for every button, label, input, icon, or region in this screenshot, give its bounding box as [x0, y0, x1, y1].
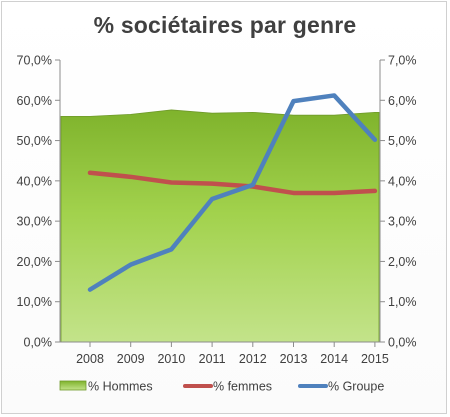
y-right-tick-label: 0,0% [388, 336, 417, 350]
y-right-tick-label: 1,0% [388, 295, 417, 309]
y-right-tick-label: 5,0% [388, 134, 417, 148]
x-tick-label: 2008 [76, 352, 104, 366]
series-lines [87, 93, 378, 292]
y-left-tick-label: 70,0% [17, 54, 52, 68]
legend-label-femmes: % femmes [213, 380, 272, 394]
line-groupe [87, 93, 378, 292]
x-tick-label: 2009 [117, 352, 145, 366]
x-tick-label: 2015 [361, 352, 389, 366]
legend-label-groupe: % Groupe [328, 380, 384, 394]
chart-title: % sociétaires par genre [93, 12, 357, 38]
y-left-tick-label: 20,0% [17, 255, 52, 269]
legend: % Hommes % femmes % Groupe [59, 380, 384, 394]
x-tick-label: 2014 [320, 352, 348, 366]
y-right-tick-label: 6,0% [388, 94, 417, 108]
y-left-tick-label: 30,0% [17, 215, 52, 229]
y-left-tick-label: 0,0% [24, 336, 53, 350]
x-tick-label: 2013 [280, 352, 308, 366]
y-left-tick-label: 60,0% [17, 94, 52, 108]
y-right-tick-label: 3,0% [388, 215, 417, 229]
y-left-tick-label: 40,0% [17, 174, 52, 188]
line-femmes [87, 170, 378, 196]
legend-swatch-hommes [59, 380, 87, 391]
y-right-tick-label: 2,0% [388, 255, 417, 269]
plot-area [60, 109, 380, 343]
y-right-tick-label: 4,0% [388, 174, 417, 188]
y-right-tick-label: 7,0% [388, 54, 417, 68]
legend-label-hommes: % Hommes [88, 380, 153, 394]
y-left-tick-label: 50,0% [17, 134, 52, 148]
area-hommes [60, 109, 380, 343]
axes: 0,0% 10,0% 20,0% 30,0% 40,0% 50,0% 60,0% 70,0% 0… [17, 54, 417, 367]
y-left-tick-label: 10,0% [17, 295, 52, 309]
x-tick-label: 2011 [199, 352, 226, 366]
x-tick-label: 2012 [239, 352, 267, 366]
x-tick-label: 2010 [157, 352, 185, 366]
